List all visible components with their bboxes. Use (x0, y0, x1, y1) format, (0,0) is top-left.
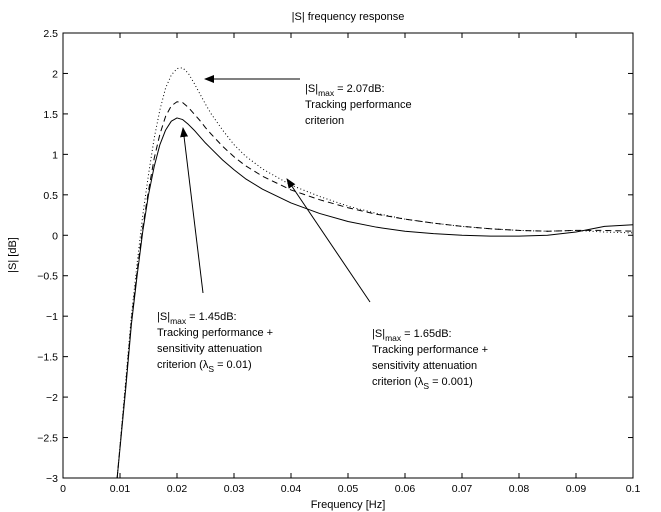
series-layer (116, 67, 634, 479)
y-tick-label: −2.5 (37, 433, 58, 445)
annotation-2.07: |S|max = 2.07dB: Tracking performance cr… (305, 83, 412, 127)
annotation-2.07-line2: Tracking performance (305, 99, 412, 111)
y-tick-label: 1.5 (43, 109, 58, 121)
svg-text:criterion (λS = 0.001): criterion (λS = 0.001) (372, 376, 473, 391)
x-tick-label: 0.07 (452, 483, 473, 495)
annotation-1.45-sub: max (170, 316, 187, 326)
chart-title: |S| frequency response (292, 11, 405, 23)
annotation-1.65-line4a: criterion (λ (372, 376, 424, 388)
x-tick-label: 0.04 (281, 483, 302, 495)
x-tick-label: 0.06 (395, 483, 416, 495)
annotation-1.65-value: = 1.65dB: (401, 328, 451, 340)
y-tick-label: 2.5 (43, 28, 58, 40)
svg-text:criterion (λS = 0.01): criterion (λS = 0.01) (157, 359, 252, 374)
annotation-1.45-value: = 1.45dB: (186, 311, 236, 323)
series-line-solid (116, 117, 634, 479)
y-tick-label: 0 (52, 230, 58, 242)
y-tick-label: −2 (46, 392, 58, 404)
annotation-1.45-line4b: = 0.01) (214, 359, 252, 371)
y-axis: −3 −2.5 −2 −1.5 −1 −0.5 0 0.5 1 1.5 2 2.5 (37, 28, 633, 485)
annotation-2.07-symbol: |S| (305, 83, 318, 95)
annotation-1.65-sub: max (385, 333, 402, 343)
annotation-1.45-line3: sensitivity attenuation (157, 343, 262, 355)
annotation-1.65-line3: sensitivity attenuation (372, 360, 477, 372)
series-line-dashed (116, 101, 634, 479)
x-tick-label: 0.05 (338, 483, 359, 495)
annotation-arrow-1.45 (180, 127, 204, 294)
y-tick-label: −3 (46, 473, 58, 485)
annotation-1.65-symbol: |S| (372, 328, 385, 340)
x-tick-label: 0 (60, 483, 66, 495)
y-tick-label: 1 (52, 149, 58, 161)
x-axis-label: Frequency [Hz] (311, 499, 386, 511)
y-tick-label: −1.5 (37, 352, 58, 364)
x-tick-label: 0.09 (566, 483, 587, 495)
svg-text:|S|max = 1.65dB:: |S|max = 1.65dB: (372, 328, 452, 343)
x-tick-label: 0.02 (167, 483, 188, 495)
annotation-1.45: |S|max = 1.45dB: Tracking performance + … (157, 311, 273, 374)
annotation-1.45-line2: Tracking performance + (157, 327, 273, 339)
annotation-2.07-sub: max (318, 88, 335, 98)
x-tick-label: 0.08 (509, 483, 530, 495)
annotation-1.45-line4sub: S (208, 364, 214, 374)
annotation-1.45-line4a: criterion (λ (157, 359, 209, 371)
y-tick-label: −0.5 (37, 271, 58, 283)
annotation-arrow-1.65 (286, 178, 371, 303)
x-axis: 0 0.01 0.02 0.03 0.04 0.05 0.06 0.07 0.08 0.09 0.1 (60, 33, 640, 495)
svg-text:|S|max = 2.07dB:: |S|max = 2.07dB: (305, 83, 385, 98)
svg-text:|S|max = 1.45dB:: |S|max = 1.45dB: (157, 311, 237, 326)
annotation-1.65-line4sub: S (423, 381, 429, 391)
annotation-1.65-line4b: = 0.001) (429, 376, 473, 388)
annotation-2.07-value: = 2.07dB: (334, 83, 384, 95)
y-tick-label: 0.5 (43, 190, 58, 202)
x-tick-label: 0.1 (626, 483, 641, 495)
annotation-1.65-line2: Tracking performance + (372, 344, 488, 356)
annotation-1.45-symbol: |S| (157, 311, 170, 323)
x-tick-label: 0.01 (110, 483, 131, 495)
y-tick-label: 2 (52, 68, 58, 80)
x-tick-label: 0.03 (224, 483, 245, 495)
annotation-1.65: |S|max = 1.65dB: Tracking performance + … (372, 328, 488, 391)
y-axis-label: |S| [dB] (7, 237, 19, 273)
series-line-dotted (116, 67, 634, 479)
annotation-2.07-line3: criterion (305, 115, 344, 127)
y-tick-label: −1 (46, 311, 58, 323)
